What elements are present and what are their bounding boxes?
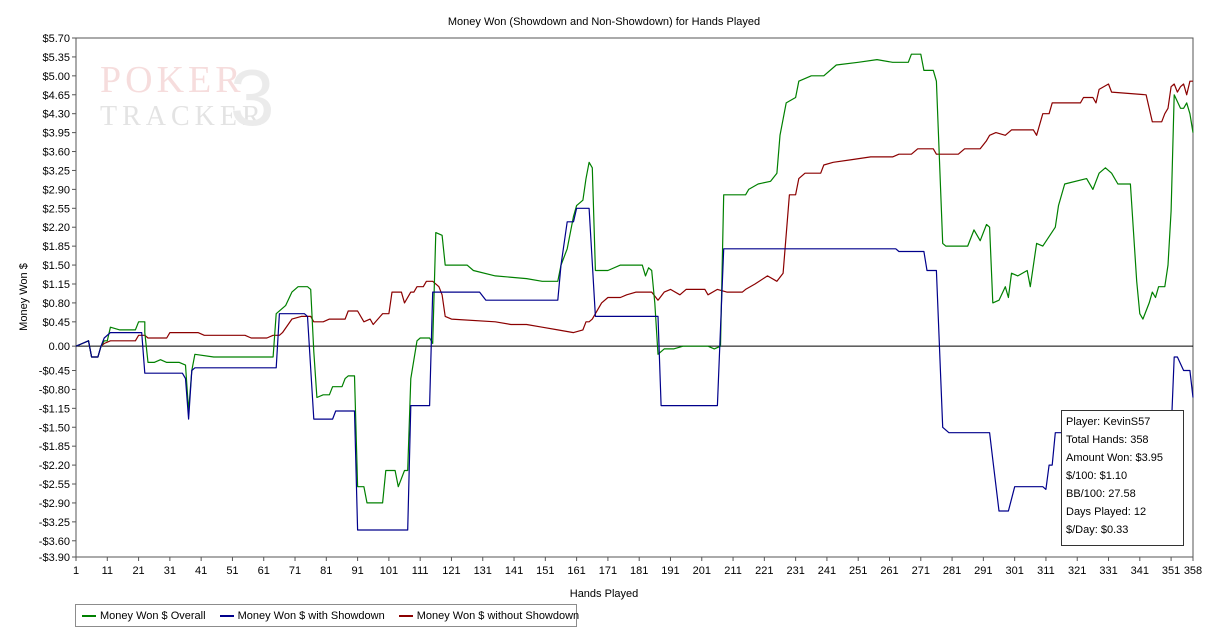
- legend-label-showdown: Money Won $ with Showdown: [237, 609, 385, 622]
- info-total-hands: Total Hands: 358: [1066, 434, 1149, 446]
- x-tick-label: 261: [880, 565, 898, 577]
- y-tick-label: 0.00: [49, 341, 70, 353]
- x-tick-label: 21: [132, 565, 144, 577]
- legend-swatch-showdown: [219, 614, 234, 617]
- poker-tracker-3-logo: POKER TRACKER 3: [100, 53, 275, 142]
- x-tick-label: 241: [818, 565, 836, 577]
- x-tick-label: 151: [536, 565, 554, 577]
- info-per-100: $/100: $1.10: [1066, 470, 1128, 482]
- x-tick-label: 221: [755, 565, 773, 577]
- legend-label-non-showdown: Money Won $ without Showdown: [416, 609, 580, 622]
- x-axis-label: Hands Played: [570, 588, 639, 600]
- y-tick-label: $3.25: [42, 165, 70, 177]
- x-tick-label: 121: [442, 565, 460, 577]
- x-tick-label: 321: [1068, 565, 1086, 577]
- svg-text:TRACKER: TRACKER: [100, 101, 266, 132]
- y-tick-label: $1.50: [42, 260, 70, 272]
- series-line-non-showdown: [75, 80, 1193, 358]
- y-axis-label: Money Won $: [18, 263, 30, 331]
- x-tick-label: 31: [164, 565, 176, 577]
- y-tick-label: $2.55: [42, 203, 70, 215]
- x-tick-label: 181: [630, 565, 648, 577]
- y-tick-label: -$0.80: [39, 384, 70, 396]
- series-lines: [75, 53, 1194, 545]
- legend-item-non-showdown: Money Won $ without Showdown: [398, 609, 580, 622]
- series-line-overall: [75, 53, 1194, 504]
- y-axis-ticks: $5.70 $5.35 $5.00 $4.65 $4.30 $3.95 $3.60 $3.25…: [39, 33, 76, 564]
- player-info-box: Player: KevinS57 Total Hands: 358 Amount…: [1061, 410, 1184, 546]
- x-tick-label: 101: [380, 565, 398, 577]
- y-tick-label: $5.35: [42, 52, 70, 64]
- y-tick-label: -$1.15: [39, 403, 70, 415]
- y-tick-label: -$2.90: [39, 498, 70, 510]
- x-tick-label: 91: [351, 565, 363, 577]
- x-tick-label: 231: [786, 565, 804, 577]
- x-tick-label: 341: [1131, 565, 1149, 577]
- y-tick-label: $5.00: [42, 71, 70, 83]
- x-tick-label: 281: [943, 565, 961, 577]
- y-tick-label: -$2.20: [39, 460, 70, 472]
- x-tick-label: 358: [1184, 565, 1202, 577]
- x-tick-label: 171: [599, 565, 617, 577]
- x-tick-label: 141: [505, 565, 523, 577]
- svg-text:POKER: POKER: [100, 59, 245, 101]
- y-tick-label: -$2.55: [39, 479, 70, 491]
- y-tick-label: -$1.50: [39, 422, 70, 434]
- x-tick-label: 61: [258, 565, 270, 577]
- plot-area-border: [75, 37, 1194, 558]
- y-tick-label: $1.15: [42, 279, 70, 291]
- x-axis-ticks: 1 11 21 31 41 51 61 71 81 91 101 111 121 131 141 151 161…: [73, 557, 1202, 577]
- y-tick-label: $3.95: [42, 128, 70, 140]
- x-tick-label: 51: [226, 565, 238, 577]
- chart-legend: Money Won $ Overall Money Won $ with Sho…: [75, 604, 580, 627]
- x-tick-label: 131: [474, 565, 492, 577]
- x-tick-label: 81: [320, 565, 332, 577]
- y-tick-label: $4.30: [42, 109, 70, 121]
- info-per-day: $/Day: $0.33: [1066, 524, 1129, 536]
- x-tick-label: 211: [724, 565, 742, 577]
- x-tick-label: 161: [567, 565, 585, 577]
- y-tick-label: -$3.60: [39, 536, 70, 548]
- y-tick-label: -$1.85: [39, 441, 70, 453]
- series-line-showdown: [75, 207, 1194, 545]
- x-tick-label: 111: [412, 565, 429, 577]
- y-tick-label: $2.90: [42, 184, 70, 196]
- x-tick-label: 351: [1162, 565, 1180, 577]
- y-tick-label: -$0.45: [39, 365, 70, 377]
- y-tick-label: $3.60: [42, 147, 70, 159]
- info-amount-won: Amount Won: $3.95: [1066, 452, 1164, 464]
- x-tick-label: 301: [1005, 565, 1023, 577]
- y-tick-label: $5.70: [42, 33, 70, 45]
- info-bb-per-100: BB/100: 27.58: [1066, 488, 1136, 500]
- x-tick-label: 311: [1037, 565, 1055, 577]
- svg-text:3: 3: [230, 53, 275, 142]
- x-tick-label: 11: [102, 565, 113, 577]
- legend-item-showdown: Money Won $ with Showdown: [219, 609, 385, 622]
- y-tick-label: -$3.25: [39, 517, 70, 529]
- chart-title: Money Won (Showdown and Non-Showdown) fo…: [448, 16, 760, 28]
- x-tick-label: 271: [912, 565, 930, 577]
- x-tick-label: 191: [661, 565, 679, 577]
- legend-swatch-overall: [82, 614, 96, 617]
- y-tick-label: -$3.90: [39, 552, 70, 564]
- y-tick-label: $0.45: [42, 317, 70, 329]
- y-tick-label: $1.85: [42, 241, 70, 253]
- y-tick-label: $4.65: [42, 90, 70, 102]
- x-tick-label: 71: [289, 565, 301, 577]
- x-tick-label: 331: [1099, 565, 1117, 577]
- y-tick-label: $0.80: [42, 298, 70, 310]
- x-tick-label: 291: [974, 565, 992, 577]
- y-tick-label: $2.20: [42, 222, 70, 234]
- x-tick-label: 1: [73, 565, 79, 577]
- legend-item-overall: Money Won $ Overall: [82, 610, 206, 622]
- x-tick-label: 41: [195, 565, 207, 577]
- info-days-played: Days Played: 12: [1066, 506, 1147, 518]
- x-tick-label: 201: [693, 565, 711, 577]
- x-tick-label: 251: [849, 565, 867, 577]
- info-player: Player: KevinS57: [1066, 416, 1151, 428]
- legend-swatch-non-showdown: [398, 614, 413, 617]
- legend-label-overall: Money Won $ Overall: [100, 609, 206, 622]
